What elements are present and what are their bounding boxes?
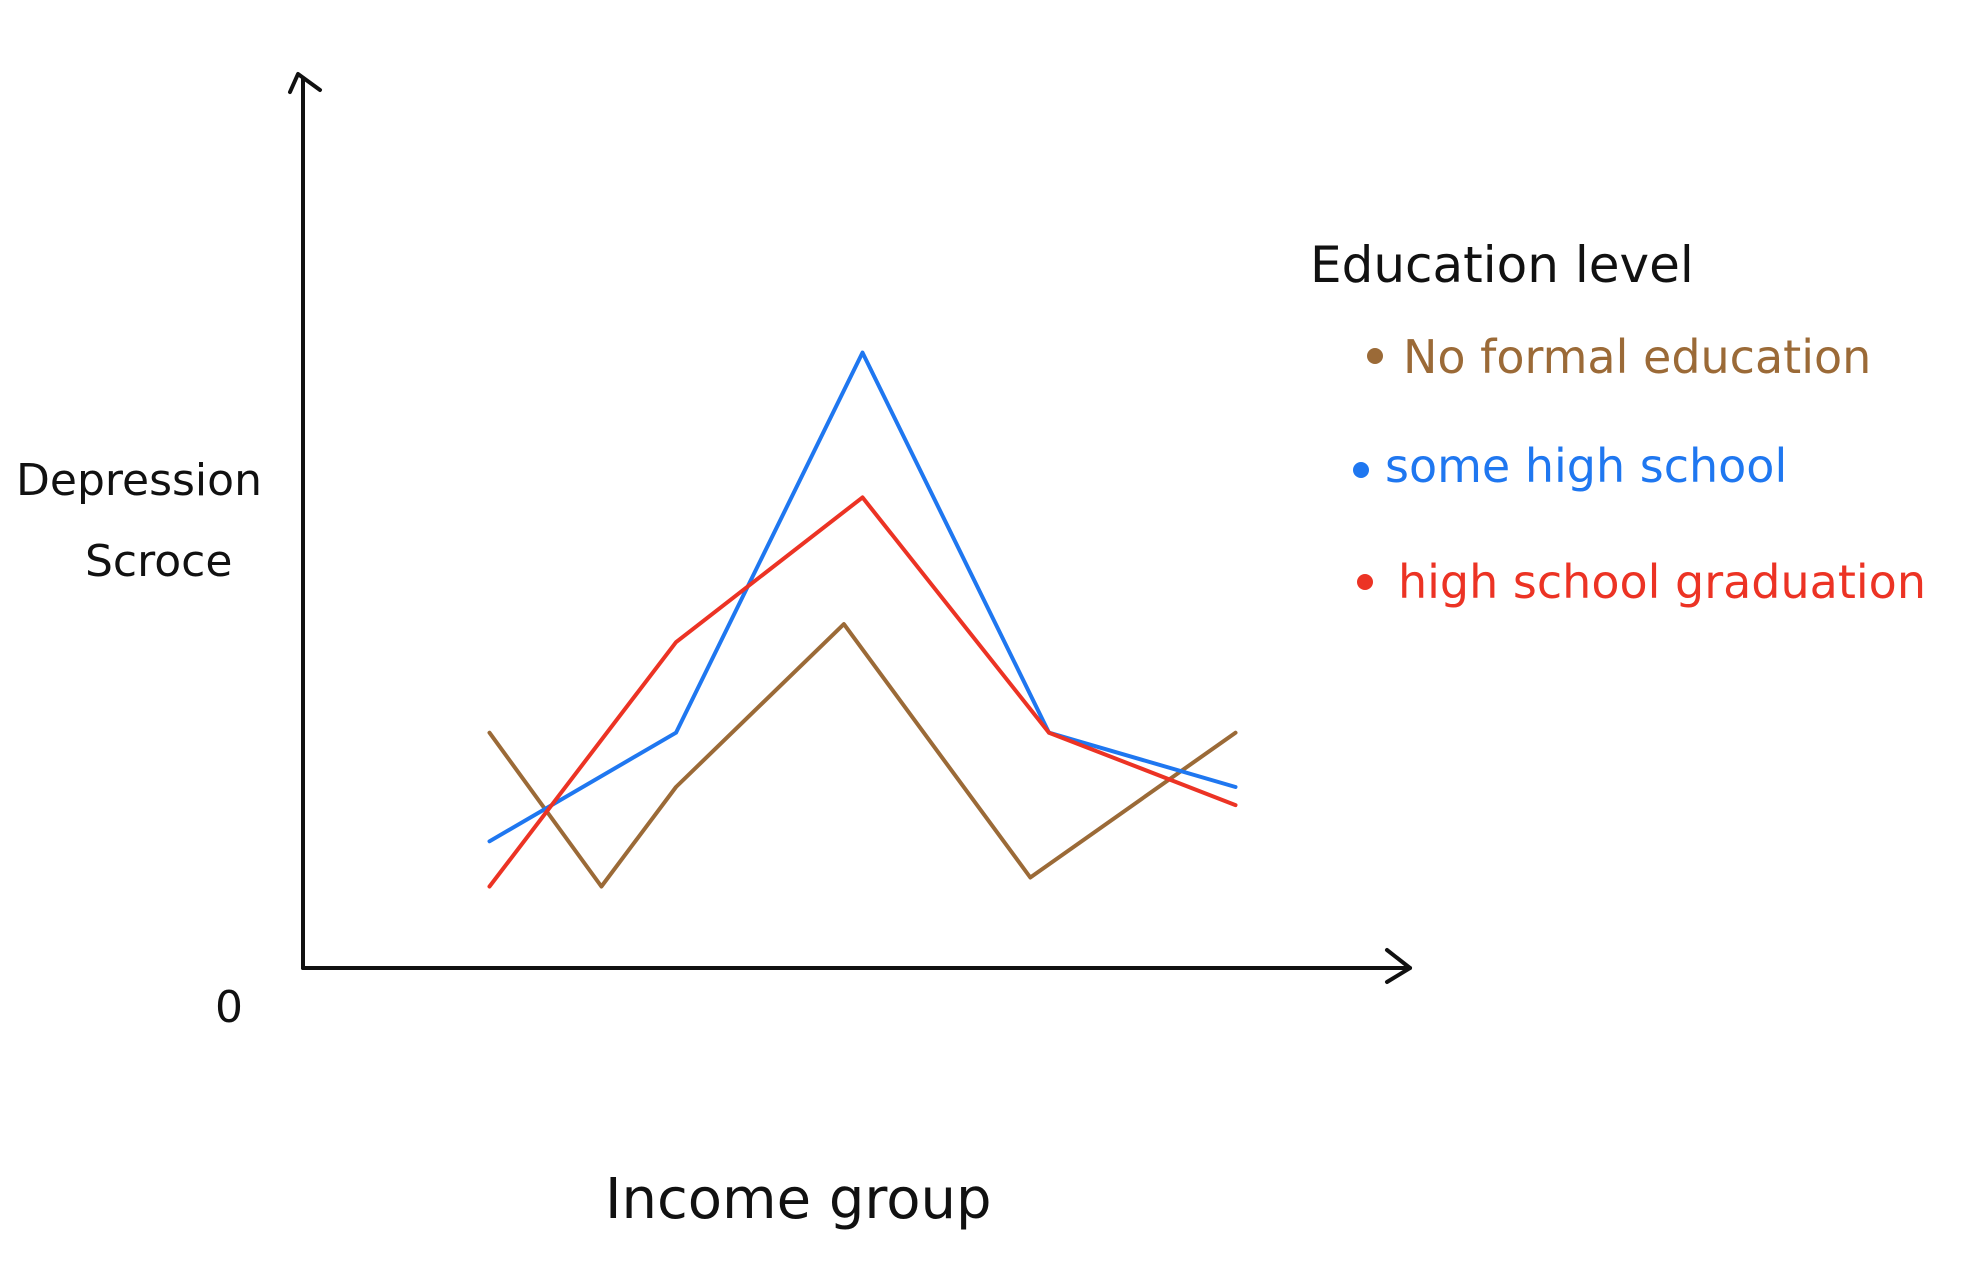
series-line-high-school-graduation [487,495,1238,889]
legend-dot-some-high-school [1353,462,1369,478]
series-line-some-high-school [487,350,1238,844]
legend: Education level No formal education some… [1310,236,1926,609]
x-axis-label: Income group [605,1167,992,1232]
origin-label: 0 [215,982,243,1033]
x-axis-arrow [1385,948,1412,984]
series-line-no-formal-education [487,622,1238,889]
series-layer [487,350,1238,889]
legend-dot-high-school-graduation [1357,574,1373,590]
legend-item-no-formal-education: No formal education [1367,330,1871,384]
legend-item-high-school-graduation: high school graduation [1357,555,1926,609]
legend-label-high-school-graduation: high school graduation [1398,555,1926,609]
legend-item-some-high-school: some high school [1353,439,1787,493]
y-axis-label-line-2: Scroce [85,536,232,587]
y-axis-arrow [288,72,322,94]
y-axis-label-line-1: Depression [16,455,262,506]
legend-title: Education level [1310,236,1694,294]
legend-dot-no-formal-education [1367,348,1383,364]
legend-label-no-formal-education: No formal education [1403,330,1871,384]
legend-label-some-high-school: some high school [1385,439,1787,493]
